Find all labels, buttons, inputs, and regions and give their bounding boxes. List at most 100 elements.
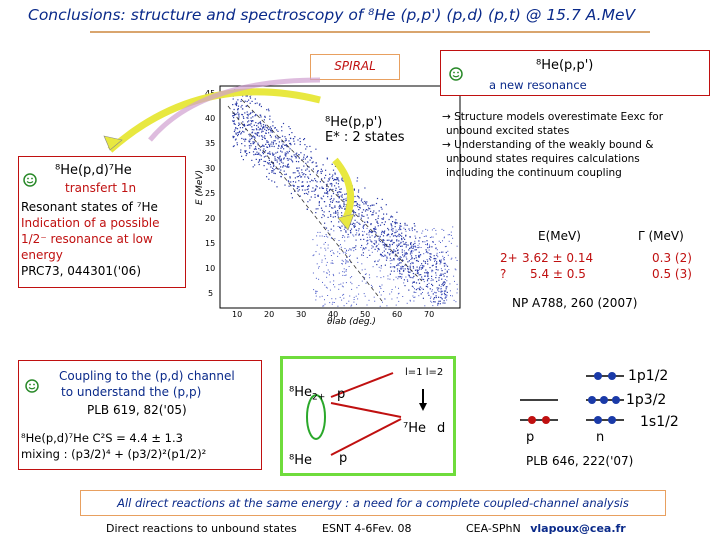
scatter-point <box>356 195 359 197</box>
scatter-point <box>356 177 359 179</box>
scatter-point <box>233 130 235 133</box>
scatter-point <box>288 134 290 136</box>
scatter-point <box>437 304 439 306</box>
scatter-point <box>358 197 360 199</box>
scatter-point <box>248 151 251 154</box>
scatter-point <box>321 261 323 263</box>
scatter-point <box>330 195 333 197</box>
footer-email[interactable]: vlapoux@cea.fr <box>530 522 626 535</box>
scatter-point <box>391 227 393 229</box>
scatter-point <box>340 206 342 208</box>
scatter-point <box>374 226 376 228</box>
scatter-point <box>318 266 320 268</box>
scatter-point <box>261 129 263 131</box>
he8-2plus-text: ⁸He <box>289 385 312 400</box>
scatter-point <box>341 207 343 209</box>
scatter-point <box>394 223 396 225</box>
scatter-point <box>414 235 416 237</box>
scatter-point <box>416 266 418 268</box>
scatter-point <box>353 211 355 213</box>
scatter-point <box>358 293 360 295</box>
scatter-point <box>364 187 366 189</box>
scatter-point <box>446 271 448 273</box>
scatter-point <box>367 209 369 211</box>
scatter-point <box>337 177 339 179</box>
scatter-point <box>369 208 371 210</box>
scatter-point <box>446 276 448 278</box>
shell-1s12: 1s1/2 <box>640 414 679 430</box>
scatter-point <box>399 226 401 228</box>
scatter-point <box>384 245 386 247</box>
scatter-point <box>331 262 333 264</box>
scatter-point <box>415 255 417 257</box>
scatter-point <box>438 284 440 286</box>
scatter-point <box>312 180 314 182</box>
scatter-point <box>338 197 340 199</box>
scatter-point <box>385 248 387 250</box>
scatter-point <box>242 95 244 97</box>
scatter-point <box>327 191 329 193</box>
scatter-point <box>366 233 368 235</box>
scatter-point <box>345 200 347 202</box>
scatter-point <box>232 120 234 122</box>
scatter-point <box>382 235 385 237</box>
scatter-point <box>415 249 417 251</box>
scatter-point <box>393 270 395 272</box>
scatter-point <box>384 244 386 246</box>
scatter-point <box>244 145 246 147</box>
scatter-point <box>337 201 339 203</box>
scatter-point <box>363 248 365 250</box>
scatter-point <box>243 125 246 127</box>
coupling-ref: PLB 619, 82('05) <box>87 403 187 417</box>
scatter-point <box>330 250 331 252</box>
scatter-point <box>446 270 448 272</box>
scatter-point <box>236 142 238 144</box>
scatter-point <box>420 289 421 291</box>
scatter-point <box>401 235 403 237</box>
scatter-point <box>392 242 394 244</box>
shell-ref: PLB 646, 222('07) <box>526 454 634 468</box>
scatter-point <box>442 240 443 242</box>
scatter-point <box>377 215 380 217</box>
scatter-point <box>384 230 386 232</box>
p-top: p <box>337 387 346 402</box>
he8: ⁸He <box>289 453 312 468</box>
scatter-point <box>260 116 262 118</box>
scatter-point <box>361 280 363 282</box>
scatter-point <box>286 145 288 147</box>
pp-reaction: ⁸He(p,p') <box>536 58 594 73</box>
scatter-point <box>411 245 413 247</box>
scatter-point <box>452 237 454 239</box>
scatter-point <box>317 231 319 233</box>
pp-subtitle: a new resonance <box>489 78 587 92</box>
scatter-point <box>413 281 415 283</box>
scatter-point <box>392 252 395 254</box>
scatter-point <box>274 127 276 129</box>
scatter-point <box>353 250 355 252</box>
scatter-point <box>432 241 434 243</box>
scatter-point <box>378 259 380 261</box>
scatter-point <box>369 254 371 256</box>
scatter-point <box>361 198 363 200</box>
scatter-point <box>324 222 326 224</box>
scatter-point <box>414 229 416 231</box>
scatter-point <box>343 203 345 205</box>
scatter-point <box>413 245 414 247</box>
scatter-point <box>371 235 373 237</box>
scatter-point <box>389 244 391 246</box>
scatter-point <box>253 129 255 131</box>
scatter-point <box>427 243 428 244</box>
scatter-point <box>392 221 394 223</box>
scatter-point <box>379 254 382 256</box>
scatter-point <box>430 300 432 302</box>
cell-w: 0.5 (3) <box>652 267 692 281</box>
scatter-point <box>289 176 291 178</box>
scatter-point <box>397 264 399 266</box>
scatter-point <box>333 178 336 180</box>
scatter-point <box>358 222 360 224</box>
scatter-point <box>430 296 432 298</box>
scatter-point <box>258 163 260 166</box>
scatter-point <box>384 254 386 256</box>
scatter-point <box>353 201 356 203</box>
scatter-point <box>420 293 422 295</box>
